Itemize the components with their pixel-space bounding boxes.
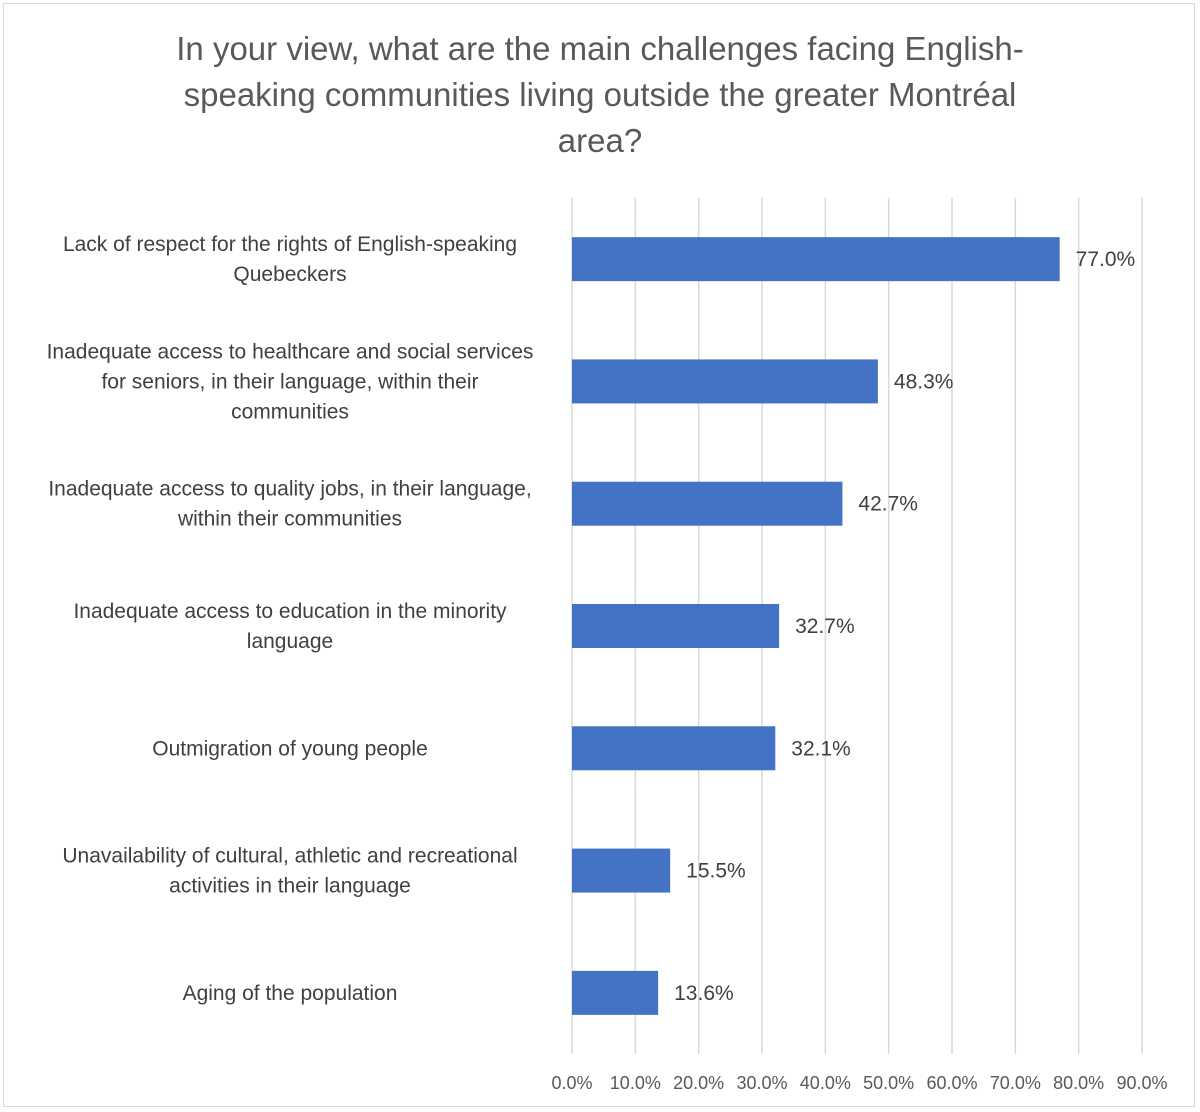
category-label-line: Inadequate access to healthcare and soci… (47, 340, 534, 363)
data-label: 32.1% (791, 737, 851, 760)
category-label-line: activities in their language (169, 875, 411, 898)
category-label-line: Outmigration of young people (152, 737, 428, 760)
x-tick-label: 50.0% (863, 1073, 914, 1093)
bar (572, 726, 776, 771)
category-label-line: language (247, 630, 333, 653)
chart-frame (3, 3, 1195, 1107)
x-tick-label: 70.0% (990, 1073, 1041, 1093)
value-labels: 77.0% 48.3% 42.7% 32.7% 32.1% 15.5% 13.6% (674, 248, 1135, 1005)
category-label-line: Lack of respect for the rights of Englis… (63, 233, 517, 256)
category-label: Inadequate access to education in the mi… (73, 600, 507, 653)
category-labels: Lack of respect for the rights of Englis… (47, 233, 534, 1005)
category-label-line: Quebeckers (233, 263, 346, 286)
chart-title-line-2: speaking communities living outside the … (183, 76, 1017, 113)
bar (572, 237, 1060, 282)
category-label: Outmigration of young people (152, 737, 428, 760)
x-tick-label: 20.0% (673, 1073, 724, 1093)
x-axis-tick-labels: 0.0% 10.0% 20.0% 30.0% 40.0% 50.0% 60.0% 70.0% 8… (551, 1073, 1167, 1093)
x-tick-label: 90.0% (1116, 1073, 1167, 1093)
category-label: Unavailability of cultural, athletic and… (62, 845, 517, 898)
chart-title-line-3: area? (557, 122, 643, 159)
category-label: Aging of the population (183, 982, 398, 1005)
bar (572, 359, 878, 404)
category-label: Inadequate access to quality jobs, in th… (48, 478, 531, 531)
category-label-line: Inadequate access to education in the mi… (73, 600, 507, 623)
data-label: 77.0% (1076, 248, 1136, 271)
data-label: 15.5% (686, 860, 746, 883)
data-label: 48.3% (894, 370, 954, 393)
chart-title-line-1: In your view, what are the main challeng… (176, 30, 1024, 67)
bar (572, 604, 780, 648)
x-tick-label: 60.0% (926, 1073, 977, 1093)
category-label-line: for seniors, in their language, within t… (101, 370, 478, 393)
category-label-line: Aging of the population (183, 982, 398, 1005)
x-tick-label: 80.0% (1053, 1073, 1104, 1093)
x-tick-label: 0.0% (551, 1073, 592, 1093)
bars (572, 237, 1060, 1015)
category-label-line: Inadequate access to quality jobs, in th… (48, 478, 531, 501)
x-tick-label: 40.0% (800, 1073, 851, 1093)
category-label-line: Unavailability of cultural, athletic and… (62, 845, 517, 868)
data-label: 32.7% (795, 615, 855, 638)
category-label: Inadequate access to healthcare and soci… (47, 340, 534, 423)
category-label-line: within their communities (177, 508, 402, 531)
x-tick-label: 30.0% (736, 1073, 787, 1093)
data-label: 42.7% (858, 493, 918, 516)
bar (572, 970, 659, 1015)
x-tick-label: 10.0% (610, 1073, 661, 1093)
category-label: Lack of respect for the rights of Englis… (63, 233, 517, 286)
data-label: 13.6% (674, 982, 734, 1005)
chart-title: In your view, what are the main challeng… (100, 26, 1100, 164)
bar (572, 481, 843, 526)
bar (572, 848, 671, 893)
category-label-line: communities (231, 400, 349, 423)
